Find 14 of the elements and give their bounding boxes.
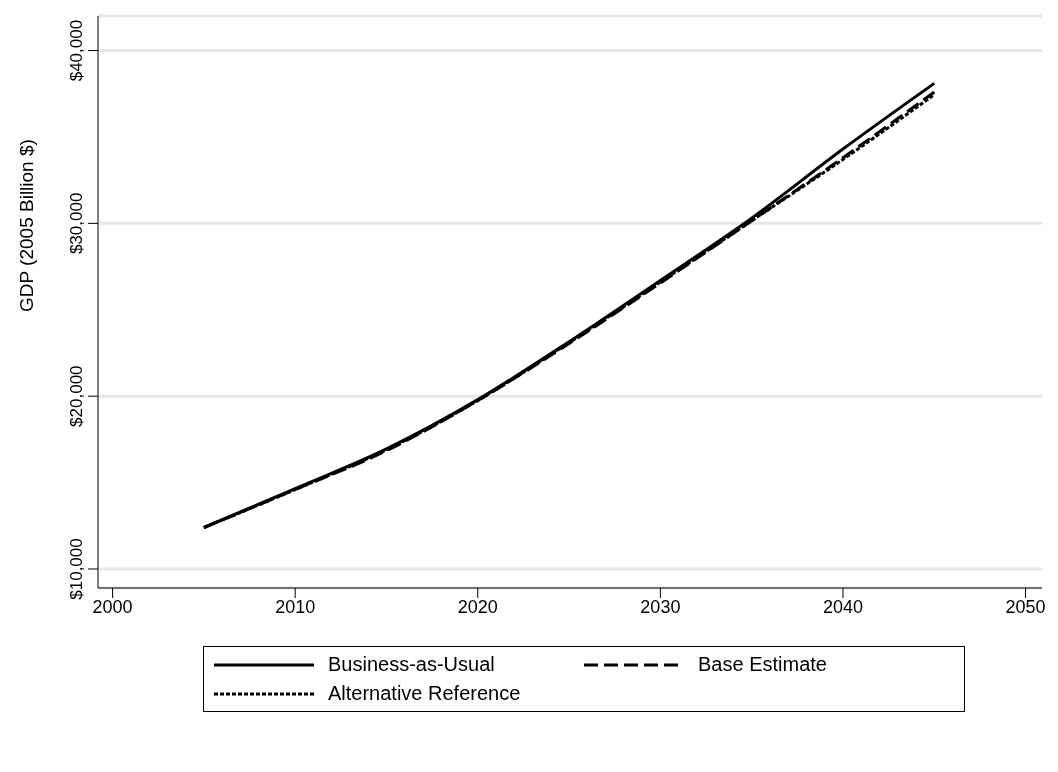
x-tick-label: 2030 <box>640 596 681 617</box>
legend-label: Base Estimate <box>698 653 827 676</box>
x-tick-label: 2050 <box>1005 596 1046 617</box>
x-tick-label: 2000 <box>92 596 133 617</box>
legend-label: Alternative Reference <box>328 682 521 705</box>
x-tick-label: 2020 <box>457 596 498 617</box>
y-tick-label: $40,000 <box>67 19 86 82</box>
legend-label: Business-as-Usual <box>328 653 495 676</box>
y-tick-label: $10,000 <box>67 538 86 600</box>
y-tick-label: $30,000 <box>67 192 86 255</box>
y-tick-label: $20,000 <box>67 365 86 427</box>
x-tick-label: 2010 <box>275 596 316 617</box>
x-tick-label: 2040 <box>822 596 863 617</box>
y-axis-title: GDP (2005 Billion $) <box>15 139 37 312</box>
